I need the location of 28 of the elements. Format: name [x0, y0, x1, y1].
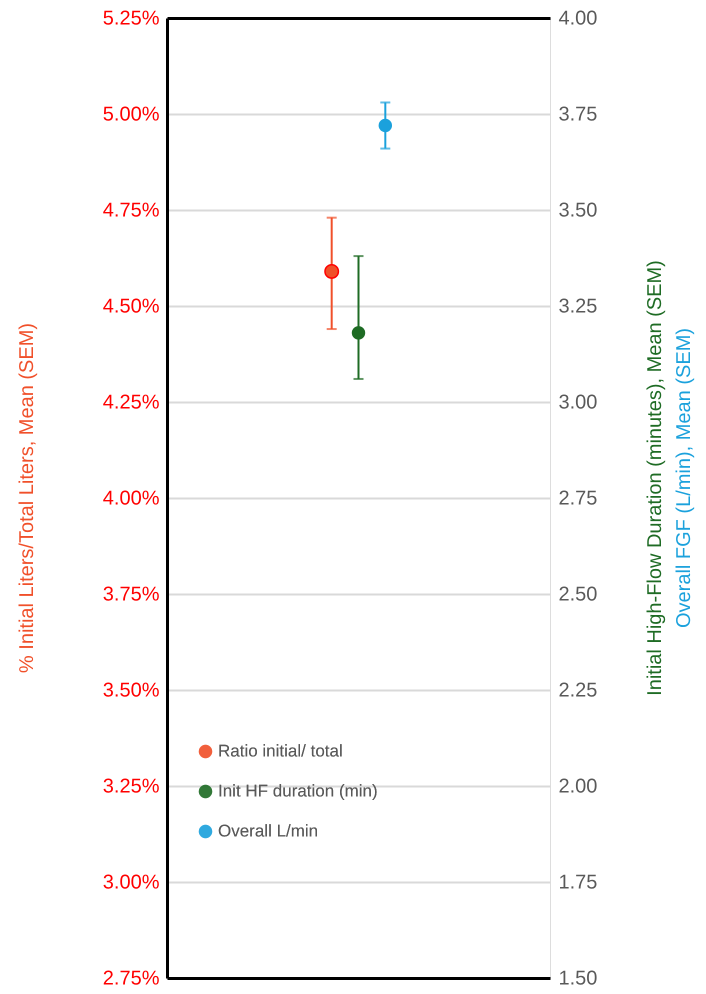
legend-label: Init HF duration (min) [218, 782, 378, 800]
y2-tick-label: 1.50 [558, 968, 598, 990]
y-axis-title: % Initial Liters/Total Liters, Mean (SEM) [16, 322, 38, 674]
y-tick-label: 3.50% [102, 680, 160, 702]
y-tick-label: 3.00% [102, 872, 160, 894]
y-tick-label: 3.25% [102, 776, 160, 798]
y2-tick-label: 3.25 [558, 296, 598, 318]
y-tick-label: 5.25% [102, 8, 160, 30]
y-tick-label: 2.75% [102, 968, 160, 990]
y-tick-label: 4.00% [102, 488, 160, 510]
text: Initial High-Flow Duration (minutes), Mean (SEM) [644, 260, 666, 696]
y-tick-label: 3.75% [102, 584, 160, 606]
y2-tick-label: 4.00 [558, 8, 598, 30]
y-tick-label: 4.50% [102, 296, 160, 318]
y-tick-label: 4.25% [102, 392, 160, 414]
y2-tick-label: 3.50 [558, 200, 598, 222]
text: Overall FGF (L/min), Mean (SEM) [673, 328, 695, 628]
y2-tick-label: 2.50 [558, 584, 598, 606]
y-tick-label: 5.00% [102, 104, 160, 126]
legend-label: Overall L/min [218, 822, 318, 840]
y-tick-label: 4.75% [102, 200, 160, 222]
y2-tick-label: 1.75 [558, 872, 598, 894]
y2-tick-label: 2.25 [558, 680, 598, 702]
y2-tick-label: 3.00 [558, 392, 598, 414]
y2-tick-label: 2.75 [558, 488, 598, 510]
legend-label: Ratio initial/ total [218, 742, 343, 760]
y2-tick-label: 2.00 [558, 776, 598, 798]
y2-tick-label: 3.75 [558, 104, 598, 126]
